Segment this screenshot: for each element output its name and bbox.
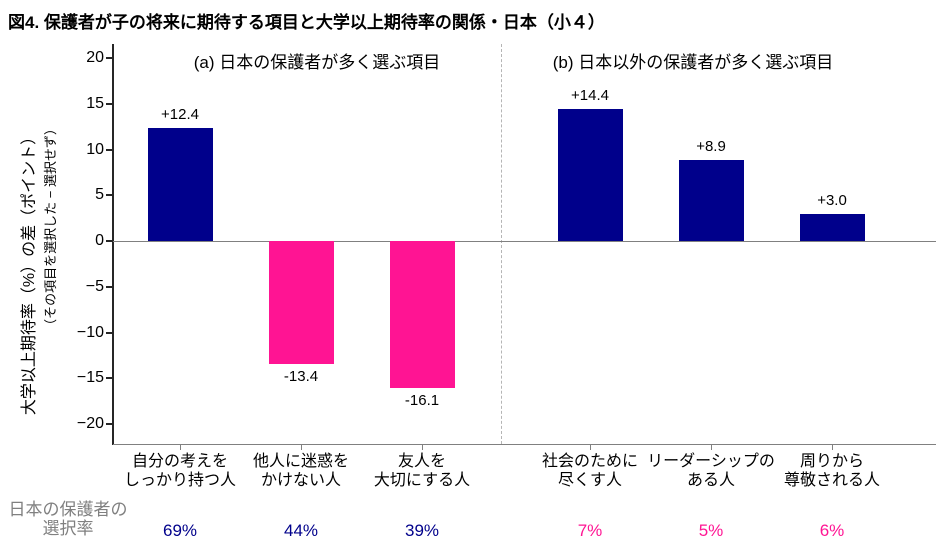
bar-他人に迷惑をかけない人 <box>268 241 334 364</box>
category-label: 社会のために 尽くす人 <box>515 452 665 490</box>
x-axis-spine <box>113 444 936 445</box>
panel-b-title: (b) 日本以外の保護者が多く選ぶ項目 <box>552 53 834 72</box>
category-label-line: 友人を <box>397 453 446 470</box>
y-tick-mark <box>106 285 113 288</box>
x-tick-mark <box>422 445 423 450</box>
bar-周りから尊敬される人 <box>799 213 865 241</box>
x-tick-mark <box>590 445 591 450</box>
figure-title: 図4. 保護者が子の将来に期待する項目と大学以上期待率の関係・日本（小４） <box>8 13 605 32</box>
category-label-line: 大切にする人 <box>373 472 471 489</box>
category-label-line: かけない人 <box>260 472 341 489</box>
selection-rate-value: 5% <box>698 521 724 540</box>
y-tick-label: 5 <box>95 186 104 204</box>
category-label-line: 他人に迷惑を <box>252 453 349 470</box>
y-tick-mark <box>106 148 113 151</box>
category-label: 自分の考えを しっかり持つ人 <box>105 452 255 490</box>
bar-自分の考えをしっかり持つ人 <box>147 127 213 241</box>
bar-社会のために尽くす人 <box>557 109 623 241</box>
y-tick-label: 10 <box>86 140 104 158</box>
bar-リーダーシップのある人 <box>678 159 744 241</box>
selection-rate-value: 44% <box>283 521 319 540</box>
y-tick-mark <box>106 423 113 425</box>
category-label-line: 尊敬される人 <box>783 472 880 489</box>
x-tick-mark <box>711 445 712 450</box>
bar-value-label: +14.4 <box>571 87 609 105</box>
category-label-line: 尽くす人 <box>557 472 622 489</box>
x-tick-mark <box>180 445 181 450</box>
bar-value-label: +3.0 <box>817 191 847 209</box>
zero-baseline <box>113 241 936 242</box>
y-axis-label: 大学以上期待率（%）の差（ポイント） <box>21 128 38 416</box>
category-label: 友人を 大切にする人 <box>347 452 497 490</box>
category-label-line: 自分の考えを <box>131 453 228 470</box>
selection-rate-value: 69% <box>162 521 198 540</box>
selection-rate-row-label-line2: 選択率 <box>42 519 94 538</box>
y-tick-label: 20 <box>86 49 104 66</box>
y-tick-label: −10 <box>76 323 104 341</box>
category-label: 周りから尊敬される人 <box>757 452 907 490</box>
category-label-line: ある人 <box>686 472 735 489</box>
category-label-line: リーダーシップの <box>647 453 775 470</box>
x-tick-mark <box>832 445 833 450</box>
bar-value-label: +12.4 <box>161 105 199 123</box>
y-tick-mark <box>106 331 113 334</box>
y-tick-mark <box>106 240 113 242</box>
y-tick-label: 0 <box>95 232 104 249</box>
category-label: 他人に迷惑を かけない人 <box>226 452 376 490</box>
bar-友人を大切にする人 <box>389 241 455 389</box>
y-tick-mark <box>106 194 113 197</box>
bar-value-label: -16.1 <box>404 392 440 410</box>
category-label-line: しっかり持つ人 <box>123 472 236 489</box>
y-tick-mark <box>106 377 113 380</box>
y-tick-label: −20 <box>76 415 104 432</box>
selection-rate-value: 6% <box>819 521 845 540</box>
selection-rate-row-label-line1: 日本の保護者の <box>8 500 128 519</box>
y-tick-mark <box>106 102 113 105</box>
y-axis-sublabel: （その項目を選択した − 選択せず） <box>43 122 58 332</box>
category-label-line: 周りから <box>799 453 864 470</box>
y-tick-label: −15 <box>76 369 104 387</box>
selection-rate-row-label: 日本の保護者の 選択率 <box>2 500 134 538</box>
y-tick-mark <box>106 57 113 59</box>
panel-a-title: (a) 日本の保護者が多く選ぶ項目 <box>193 53 441 72</box>
y-tick-label: −5 <box>85 277 104 295</box>
selection-rate-value: 39% <box>404 521 440 540</box>
x-tick-mark <box>301 445 302 450</box>
bar-value-label: +8.9 <box>696 137 726 155</box>
bar-value-label: -13.4 <box>283 367 319 385</box>
y-axis-spine <box>112 44 114 445</box>
panel-divider-dashed-line <box>501 44 502 444</box>
selection-rate-value: 7% <box>577 521 603 540</box>
category-label: リーダーシップの ある人 <box>636 452 786 490</box>
y-tick-label: 15 <box>86 94 104 112</box>
category-label-line: 社会のために <box>541 453 638 470</box>
